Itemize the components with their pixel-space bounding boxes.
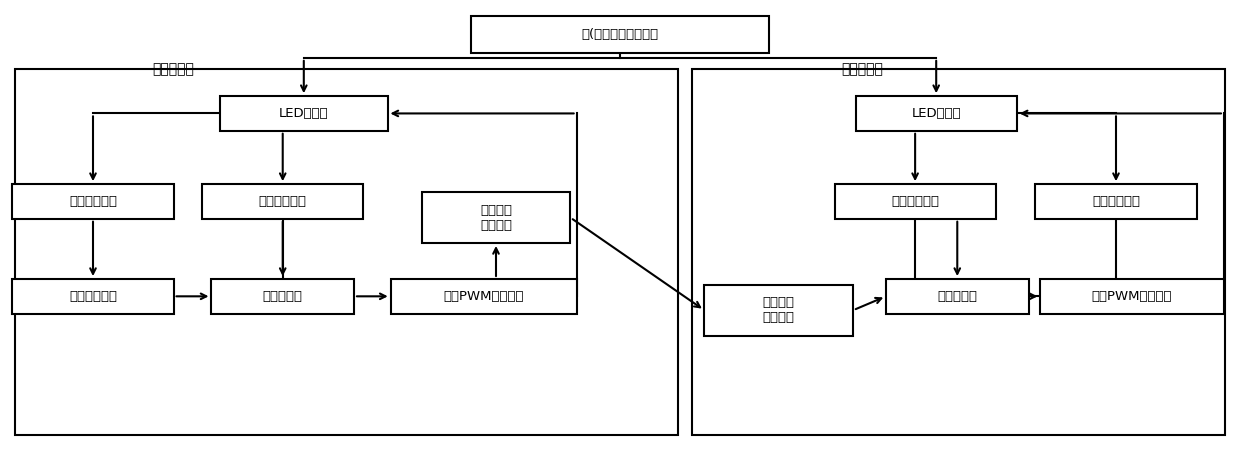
Bar xyxy=(835,184,996,219)
Bar xyxy=(391,279,577,314)
Text: 第一供电电路: 第一供电电路 xyxy=(69,195,117,208)
Text: 第二供电电路: 第二供电电路 xyxy=(1092,195,1140,208)
Bar xyxy=(221,96,387,131)
Text: LED从电源: LED从电源 xyxy=(911,107,961,120)
Bar xyxy=(211,279,355,314)
Bar xyxy=(704,285,853,336)
Bar xyxy=(1040,279,1224,314)
Text: 从电源模块: 从电源模块 xyxy=(841,63,883,76)
Text: 第二PWM输出电路: 第二PWM输出电路 xyxy=(1092,290,1172,303)
Text: 主(从）电源确定模块: 主(从）电源确定模块 xyxy=(582,28,658,41)
Bar xyxy=(422,192,570,243)
Text: 第三采样电路: 第三采样电路 xyxy=(892,195,939,208)
Bar xyxy=(856,96,1017,131)
Text: 主电源模块: 主电源模块 xyxy=(153,63,195,76)
Bar xyxy=(885,279,1028,314)
Bar xyxy=(1035,184,1197,219)
Text: 第二采样电路: 第二采样电路 xyxy=(259,195,306,208)
Text: 第二处理器: 第二处理器 xyxy=(937,290,977,303)
Text: LED主电源: LED主电源 xyxy=(279,107,329,120)
Bar xyxy=(12,279,174,314)
Bar xyxy=(692,69,1225,435)
Bar xyxy=(471,16,769,53)
Text: 第一PWM输出电路: 第一PWM输出电路 xyxy=(444,290,523,303)
Bar xyxy=(12,184,174,219)
Text: 第一采样电路: 第一采样电路 xyxy=(69,290,117,303)
Text: 同步信号
接收电路: 同步信号 接收电路 xyxy=(763,296,795,324)
Text: 第一处理器: 第一处理器 xyxy=(263,290,303,303)
Bar xyxy=(15,69,678,435)
Bar xyxy=(202,184,363,219)
Text: 同步信号
发送电路: 同步信号 发送电路 xyxy=(480,204,512,232)
